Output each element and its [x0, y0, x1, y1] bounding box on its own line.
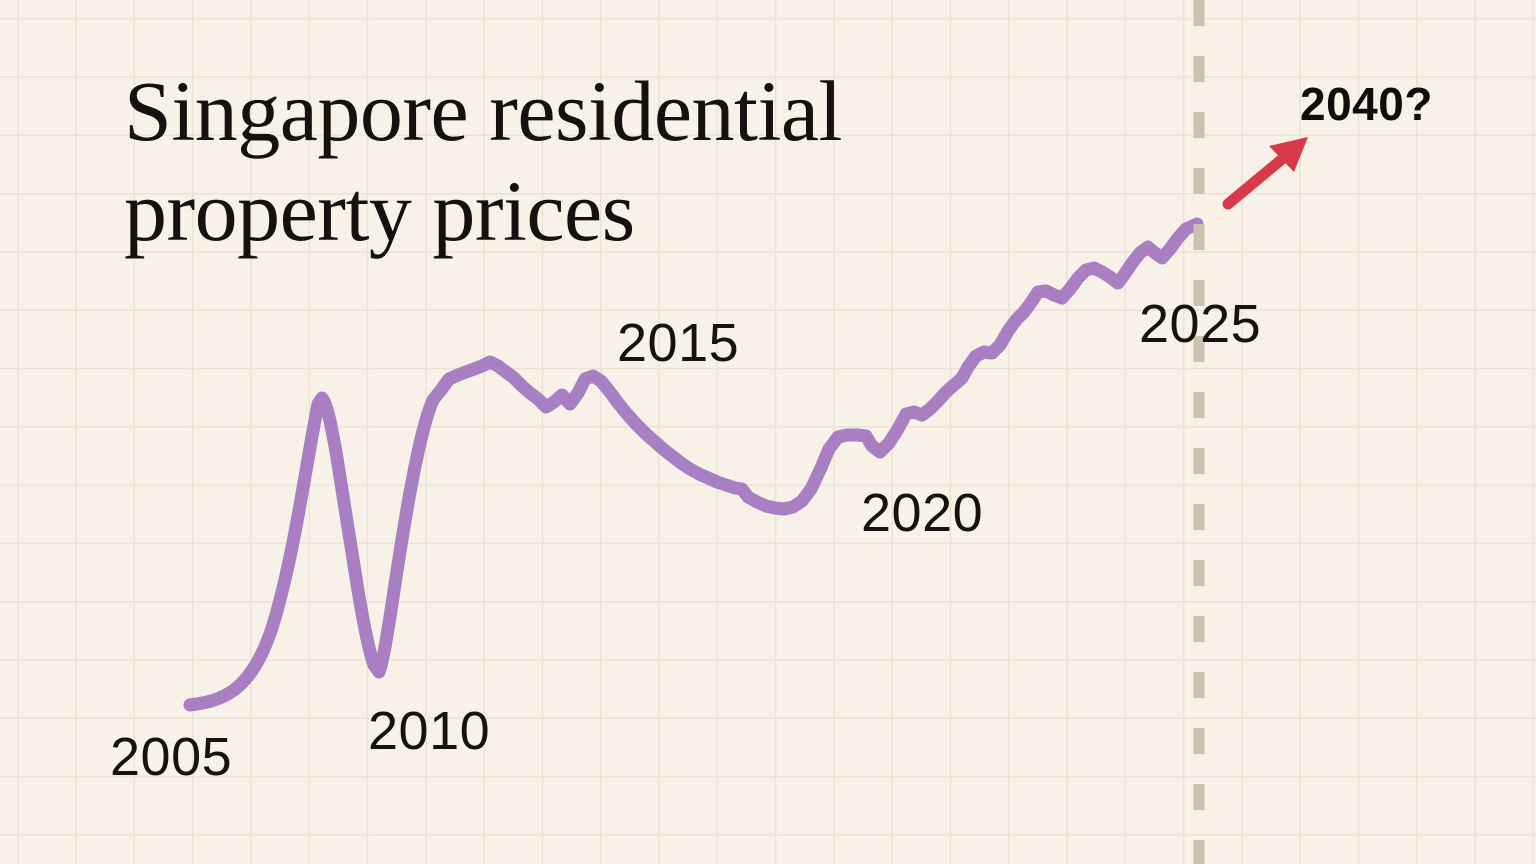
page-title: Singapore residential property prices: [124, 63, 842, 259]
x-axis-label-2015: 2015: [617, 313, 740, 373]
price-line-series: [183, 217, 1204, 712]
x-axis-label-2005: 2005: [110, 727, 233, 787]
x-axis-label-2010: 2010: [368, 701, 491, 761]
forecast-arrow-icon: [1222, 137, 1308, 210]
x-axis-label-2025: 2025: [1139, 294, 1262, 354]
x-axis-label-2020: 2020: [861, 483, 984, 543]
forecast-year-label: 2040?: [1300, 78, 1433, 130]
